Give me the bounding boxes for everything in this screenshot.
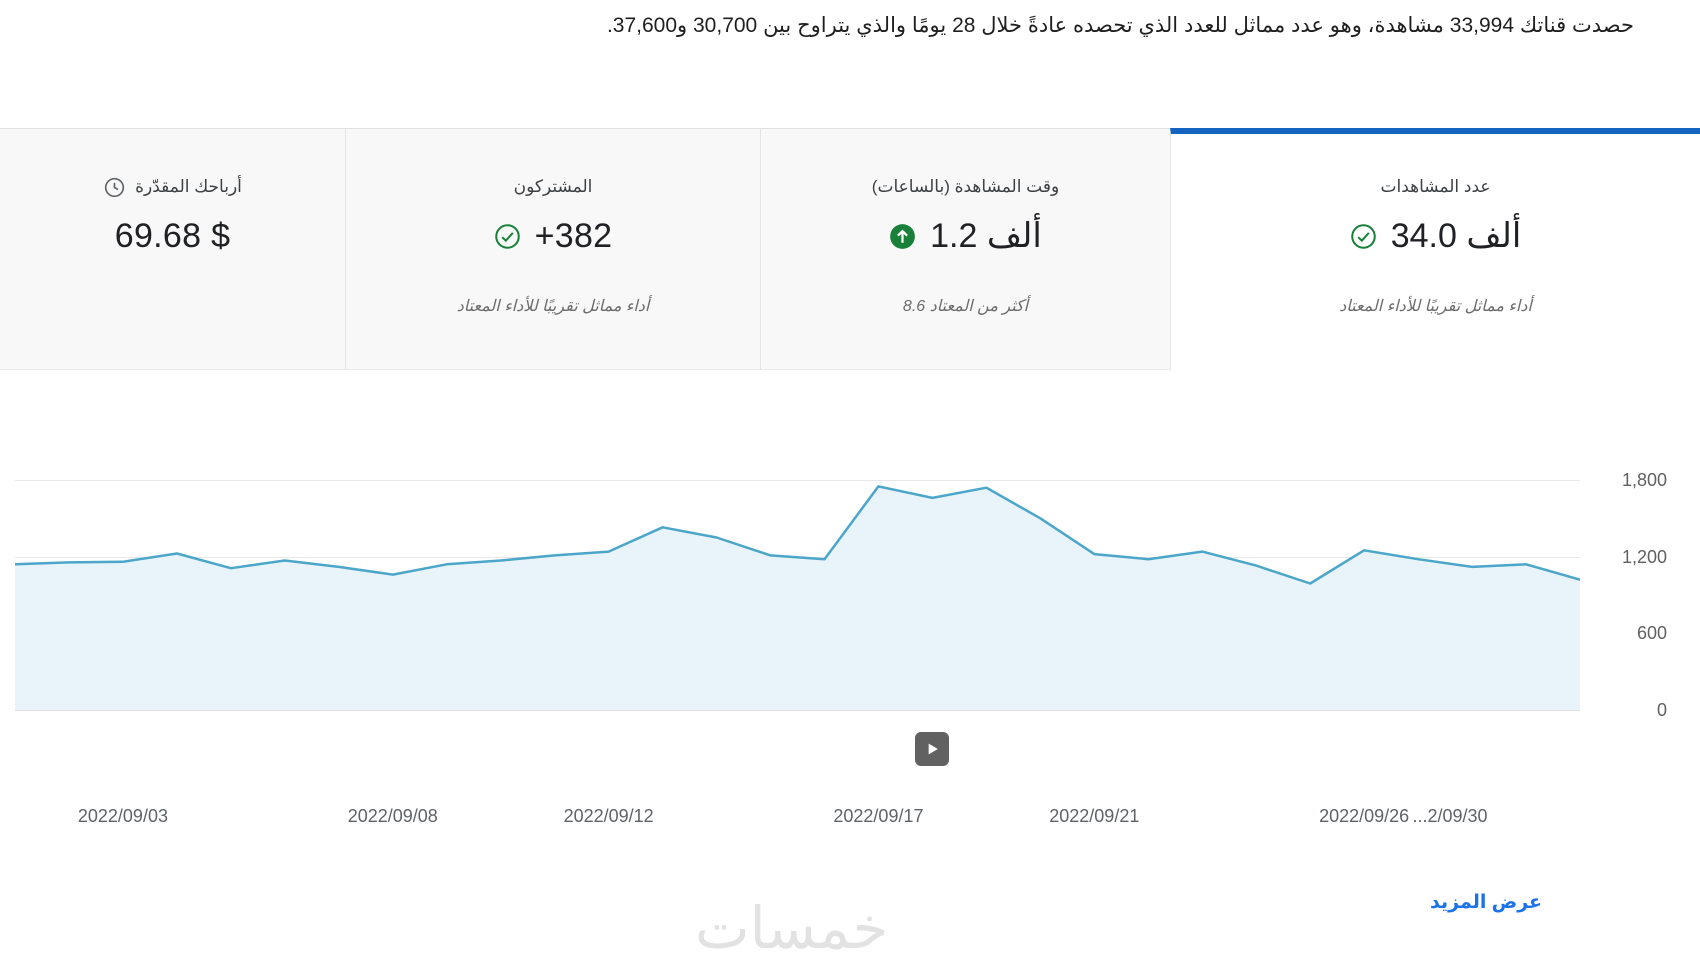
revenue-value: 69.68 $ [114, 216, 231, 255]
views-chart: 0 600 1,200 1,800 2022/09/03 2022/09/08 2022/… [0, 470, 1700, 850]
watermark-logo: خمسات [695, 896, 889, 961]
watch-time-caption: 8.6 أكثر من المعتاد [902, 298, 1029, 315]
tab-views-title-label: عدد المشاهدات [1380, 177, 1491, 196]
chart-plot-area[interactable] [15, 480, 1580, 712]
arrow-up-circle-icon [889, 223, 916, 250]
x-axis-label: 2022/09/21 [1049, 806, 1140, 826]
watch-time-value-row: 1.2 ألف [889, 214, 1042, 258]
tab-watch-time[interactable]: وقت المشاهدة (بالساعات) 1.2 ألف 8.6 أكثر… [760, 128, 1170, 370]
watch-time-value: 1.2 ألف [930, 217, 1042, 255]
tab-subscribers-title-label: المشتركون [513, 177, 593, 196]
subscribers-value-row: +382 [494, 214, 613, 258]
revenue-value-row: 69.68 $ [115, 214, 231, 258]
subscribers-caption: أداء مماثل تقريبًا للأداء المعتاد [456, 298, 650, 315]
x-axis-label: 2022/09/17 [833, 806, 924, 826]
tab-revenue-title-label: أرباحك المقدّرة [135, 177, 242, 196]
subscribers-value: +382 [534, 216, 613, 255]
x-axis-label: 2022/09/26 [1319, 806, 1410, 826]
check-circle-icon [494, 223, 521, 250]
clock-icon [103, 176, 126, 199]
x-axis-label: 2022/09/12 [563, 806, 654, 826]
x-axis-label: ...2/09/30 [1412, 806, 1488, 826]
y-axis-label: 1,800 [1621, 470, 1667, 490]
tab-views[interactable]: عدد المشاهدات 34.0 ألف أداء مماثل تقريبً… [1170, 128, 1700, 370]
tab-watch-time-title: وقت المشاهدة (بالساعات) [872, 176, 1059, 198]
views-value: 34.0 ألف [1390, 217, 1522, 255]
tab-subscribers-title: المشتركون [514, 176, 593, 198]
y-axis-label: 600 [1636, 623, 1667, 644]
tab-revenue[interactable]: أرباحك المقدّرة 69.68 $ [0, 128, 345, 370]
views-caption: أداء مماثل تقريبًا للأداء المعتاد [1339, 298, 1532, 315]
views-value-row: 34.0 ألف [1350, 214, 1522, 258]
metric-tabs: عدد المشاهدات 34.0 ألف أداء مماثل تقريبً… [0, 128, 1700, 370]
tab-watch-time-title-label: وقت المشاهدة (بالساعات) [871, 177, 1060, 196]
x-axis-label: 2022/09/03 [77, 806, 168, 826]
tab-subscribers[interactable]: المشتركون +382 أداء مماثل تقريبًا للأداء… [345, 128, 760, 370]
x-axis-label: 2022/09/08 [347, 806, 438, 826]
y-axis-label: 1,200 [1621, 546, 1667, 567]
play-icon [922, 739, 942, 759]
channel-summary-text: حصدت قناتك 33,994 مشاهدة، وهو عدد مماثل … [606, 14, 1634, 37]
check-circle-icon [1350, 223, 1377, 250]
tab-views-title: عدد المشاهدات [1380, 176, 1490, 198]
video-publish-marker[interactable] [915, 732, 950, 766]
show-more-link[interactable]: عرض المزيد [1430, 892, 1542, 913]
y-axis-label: 0 [1656, 700, 1667, 720]
tab-revenue-title: أرباحك المقدّرة [103, 176, 242, 198]
